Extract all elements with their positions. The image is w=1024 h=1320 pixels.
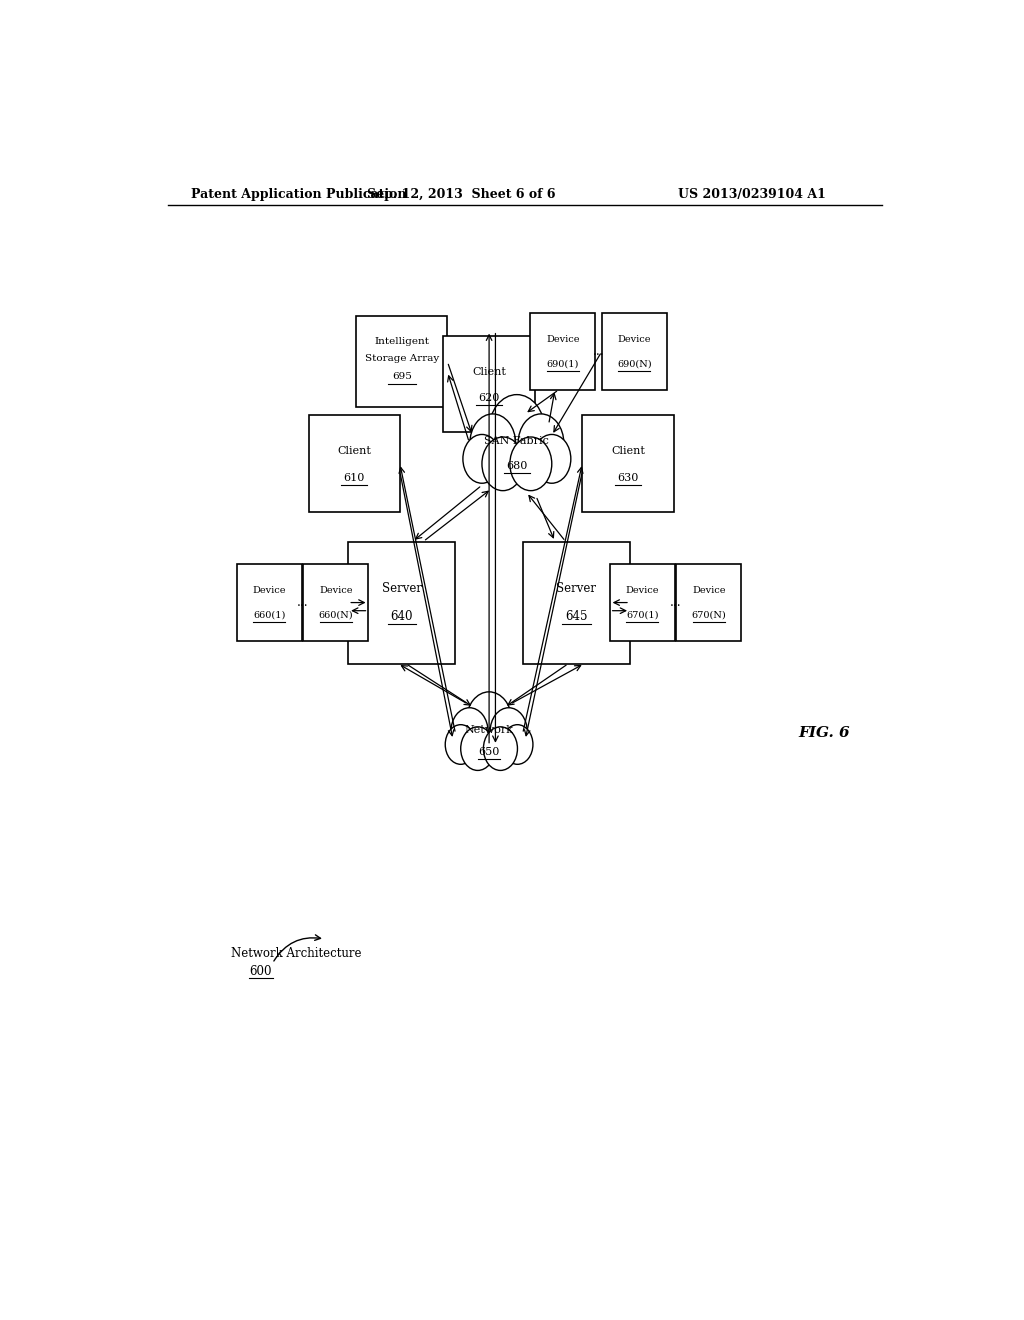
Text: Device: Device [546,335,580,343]
FancyBboxPatch shape [356,315,447,408]
FancyBboxPatch shape [602,313,667,389]
Text: 610: 610 [343,473,365,483]
FancyBboxPatch shape [348,541,456,664]
Text: Device: Device [319,586,352,595]
Text: 695: 695 [392,372,412,381]
Text: 670(1): 670(1) [626,610,658,619]
Text: Storage Array: Storage Array [365,354,439,363]
Circle shape [445,725,476,764]
Text: Client: Client [611,446,645,457]
Text: Device: Device [253,586,286,595]
Text: Intelligent: Intelligent [375,337,429,346]
Text: Network: Network [465,725,514,735]
Circle shape [510,437,552,491]
Text: Client: Client [472,367,506,376]
Circle shape [490,708,527,755]
Text: 650: 650 [478,747,500,756]
Circle shape [482,437,524,491]
Text: 680: 680 [506,462,527,471]
Text: Server: Server [556,582,596,595]
Text: US 2013/0239104 A1: US 2013/0239104 A1 [679,189,826,202]
Text: 645: 645 [565,610,588,623]
Text: Client: Client [337,446,371,457]
Circle shape [463,434,501,483]
Text: 670(N): 670(N) [691,610,726,619]
FancyBboxPatch shape [523,541,630,664]
Text: 600: 600 [250,965,272,978]
Circle shape [466,692,512,750]
Circle shape [461,727,495,771]
FancyBboxPatch shape [677,565,741,640]
Circle shape [502,725,532,764]
Text: SAN Fabric: SAN Fabric [484,436,549,446]
Text: 690(1): 690(1) [547,359,580,368]
FancyBboxPatch shape [583,414,674,512]
FancyBboxPatch shape [308,414,399,512]
Text: 640: 640 [390,610,413,623]
Text: 660(N): 660(N) [318,610,353,619]
FancyBboxPatch shape [443,335,535,433]
FancyBboxPatch shape [530,313,595,389]
FancyBboxPatch shape [237,565,302,640]
FancyBboxPatch shape [303,565,369,640]
Text: FIG. 6: FIG. 6 [799,726,850,739]
FancyBboxPatch shape [609,565,675,640]
Text: ...: ... [670,597,681,609]
Text: Sep. 12, 2013  Sheet 6 of 6: Sep. 12, 2013 Sheet 6 of 6 [367,189,556,202]
Text: 630: 630 [617,473,639,483]
Text: ...: ... [593,345,604,358]
Text: Device: Device [692,586,726,595]
Text: Server: Server [382,582,422,595]
Text: Device: Device [617,335,651,343]
Text: Network Architecture: Network Architecture [231,946,361,960]
Text: 660(1): 660(1) [253,610,286,619]
Text: ...: ... [297,597,308,609]
Circle shape [470,414,516,473]
Circle shape [488,395,545,466]
Text: Device: Device [626,586,659,595]
Text: 690(N): 690(N) [617,359,651,368]
Text: 620: 620 [478,393,500,404]
Text: Patent Application Publication: Patent Application Publication [191,189,407,202]
Circle shape [483,727,517,771]
Circle shape [451,708,488,755]
Circle shape [518,414,564,473]
Circle shape [532,434,570,483]
